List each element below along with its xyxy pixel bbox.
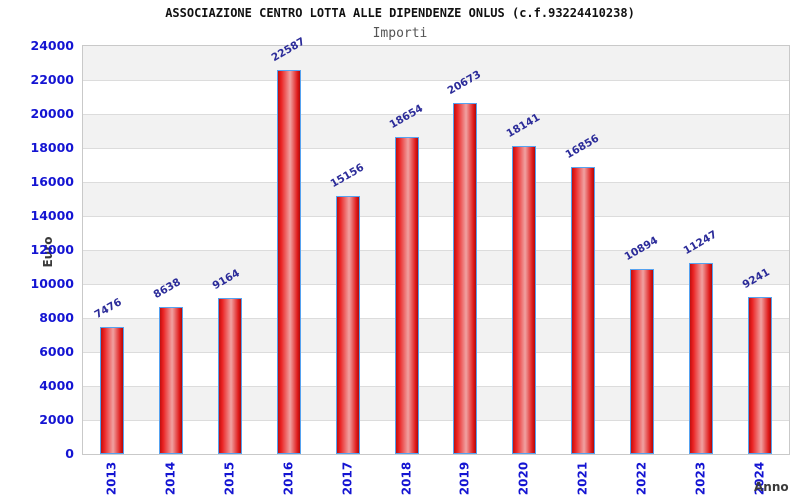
- plot-band: [83, 46, 789, 80]
- gridline: [83, 386, 789, 387]
- gridline: [83, 182, 789, 183]
- y-tick-label: 0: [65, 446, 74, 461]
- bar-2017: [335, 196, 360, 454]
- gridline: [83, 318, 789, 319]
- y-tick-label: 4000: [39, 378, 74, 393]
- plot-band: [83, 114, 789, 148]
- plot-band: [83, 386, 789, 420]
- bar-2024: [747, 296, 772, 454]
- y-tick-label: 2000: [39, 412, 74, 427]
- bar-2013: [100, 326, 125, 454]
- x-tick-label: 2017: [340, 461, 355, 496]
- plot-band: [83, 250, 789, 284]
- x-tick-label: 2013: [104, 461, 119, 496]
- bar-2019: [453, 102, 478, 454]
- gridline: [83, 284, 789, 285]
- y-tick-label: 20000: [30, 106, 75, 121]
- x-tick-label: 2014: [163, 461, 178, 496]
- x-tick-label: 2022: [634, 461, 649, 496]
- x-tick-label: 2019: [457, 461, 472, 496]
- bar-2018: [394, 136, 419, 454]
- bar-2016: [276, 70, 301, 454]
- bar-2021: [571, 167, 596, 454]
- bar-2023: [688, 262, 713, 454]
- gridline: [83, 250, 789, 251]
- y-tick-label: 6000: [39, 344, 74, 359]
- y-tick-label: 18000: [30, 140, 75, 155]
- x-tick-label: 2020: [516, 461, 531, 496]
- bar-2022: [629, 268, 654, 454]
- bar-2015: [218, 298, 243, 454]
- y-tick-label: 8000: [39, 310, 74, 325]
- chart-title: ASSOCIAZIONE CENTRO LOTTA ALLE DIPENDENZ…: [165, 6, 635, 20]
- gridline: [83, 216, 789, 217]
- x-axis-title-anno: Anno: [754, 480, 789, 494]
- x-tick-label: 2021: [575, 461, 590, 496]
- y-tick-label: 16000: [30, 174, 75, 189]
- chart-subtitle: Importi: [372, 26, 428, 41]
- plot-area: [82, 45, 790, 455]
- y-tick-label: 12000: [30, 242, 75, 257]
- gridline: [83, 80, 789, 81]
- bar-2014: [159, 307, 184, 454]
- y-tick-label: 24000: [30, 38, 75, 53]
- gridline: [83, 420, 789, 421]
- plot-band: [83, 318, 789, 352]
- plot-band: [83, 182, 789, 216]
- gridline: [83, 352, 789, 353]
- x-tick-label: 2016: [281, 461, 296, 496]
- gridline: [83, 114, 789, 115]
- bar-2020: [512, 145, 537, 454]
- x-tick-label: 2015: [222, 461, 237, 496]
- y-tick-label: 14000: [30, 208, 75, 223]
- x-tick-label: 2018: [399, 461, 414, 496]
- gridline: [83, 148, 789, 149]
- x-tick-label: 2023: [693, 461, 708, 496]
- y-tick-label: 10000: [30, 276, 75, 291]
- y-tick-label: 22000: [30, 72, 75, 87]
